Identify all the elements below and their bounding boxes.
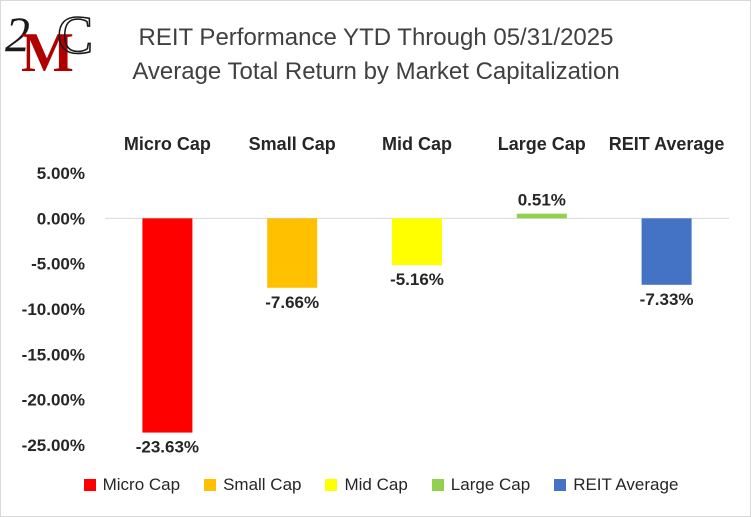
- legend-swatch: [431, 479, 444, 491]
- bar: [641, 218, 692, 285]
- data-label: -23.63%: [136, 438, 199, 457]
- data-label: -7.66%: [265, 293, 319, 312]
- logo-c-letter: C: [57, 5, 93, 65]
- chart-title-block: REIT Performance YTD Through 05/31/2025 …: [111, 21, 641, 89]
- legend-label: REIT Average: [573, 475, 679, 494]
- bar: [267, 218, 318, 288]
- logo-digit: 2: [5, 6, 30, 62]
- y-tick-label: -25.00%: [22, 436, 85, 455]
- category-label: Mid Cap: [382, 134, 452, 154]
- legend-swatch: [554, 479, 567, 491]
- company-logo: 2 M C: [5, 4, 94, 75]
- logo-m-letter: M: [21, 22, 74, 75]
- legend-item: Large Cap: [431, 475, 531, 495]
- y-tick-label: -20.00%: [22, 391, 85, 410]
- bar: [142, 218, 193, 433]
- data-label: 0.51%: [518, 191, 566, 210]
- y-tick-label: 5.00%: [37, 164, 85, 183]
- category-label: Small Cap: [249, 134, 336, 154]
- legend-item: Micro Cap: [83, 475, 181, 495]
- category-label: Micro Cap: [124, 134, 211, 154]
- chart-legend: Micro Cap Small Cap Mid Cap Large Cap REIT A…: [61, 475, 701, 495]
- y-tick-label: 0.00%: [37, 209, 85, 228]
- y-tick-label: -10.00%: [22, 300, 85, 319]
- legend-label: Micro Cap: [102, 475, 181, 494]
- chart-title: REIT Performance YTD Through 05/31/2025: [138, 24, 614, 51]
- legend-swatch: [204, 479, 217, 491]
- chart-subtitle: Average Total Return by Market Capitaliz…: [132, 58, 620, 85]
- category-label: REIT Average: [609, 134, 725, 154]
- bar: [516, 213, 567, 219]
- bar: [392, 218, 442, 266]
- y-tick-label: -15.00%: [22, 345, 85, 364]
- data-label: -5.16%: [390, 270, 444, 289]
- legend-label: Large Cap: [450, 475, 531, 494]
- legend-item: Small Cap: [204, 475, 301, 495]
- legend-swatch: [325, 479, 338, 491]
- legend-label: Small Cap: [223, 475, 302, 494]
- legend-swatch: [83, 479, 96, 491]
- data-label: -7.33%: [640, 290, 694, 309]
- category-label: Large Cap: [498, 134, 586, 154]
- y-tick-label: -5.00%: [31, 255, 85, 274]
- legend-item: REIT Average: [554, 475, 678, 495]
- legend-item: Mid Cap: [325, 475, 408, 495]
- legend-label: Mid Cap: [344, 475, 408, 494]
